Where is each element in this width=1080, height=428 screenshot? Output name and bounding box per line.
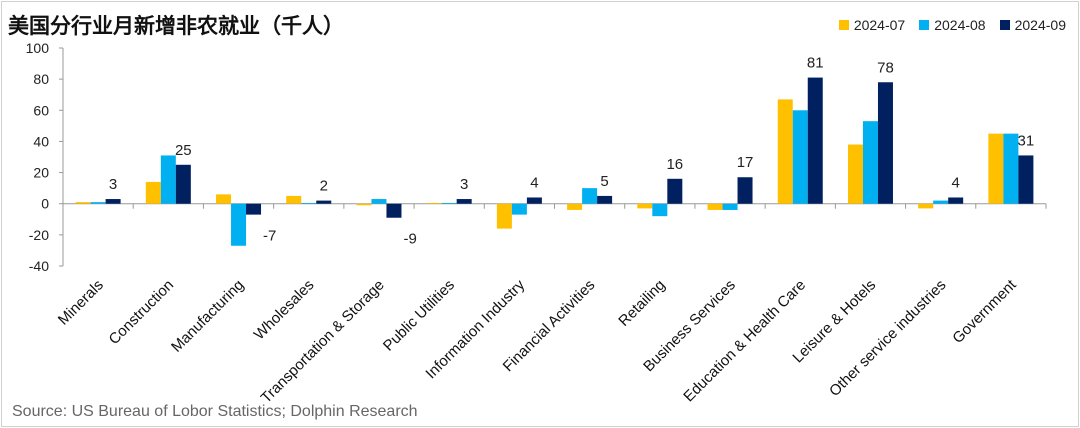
bar-2024-07 <box>286 195 302 204</box>
bar-2024-08 <box>652 203 668 217</box>
data-label: 3 <box>109 176 117 193</box>
bar-2024-07 <box>777 99 793 204</box>
bar-2024-07 <box>356 203 372 206</box>
bar-2024-09 <box>246 203 262 215</box>
bar-2024-09 <box>316 200 332 204</box>
data-label: 4 <box>530 174 538 191</box>
x-category-label: Government <box>949 276 1020 347</box>
bar-2024-08 <box>792 110 808 204</box>
bar-2024-08 <box>933 200 949 204</box>
bar-2024-09 <box>526 197 542 204</box>
bar-2024-09 <box>105 199 121 204</box>
x-category-label: Manufacturing <box>168 277 247 356</box>
bar-2024-08 <box>862 121 878 204</box>
bar-2024-08 <box>371 199 387 204</box>
bar-2024-07 <box>707 203 723 210</box>
data-label: -7 <box>263 228 276 245</box>
bar-2024-07 <box>918 203 934 209</box>
data-label: 5 <box>600 173 608 190</box>
bar-2024-09 <box>597 195 613 204</box>
legend-item: 2024-07 <box>838 17 906 33</box>
y-tick-label: -40 <box>29 258 49 274</box>
bar-2024-07 <box>426 202 442 204</box>
legend-swatch <box>919 20 930 30</box>
data-label: 17 <box>737 154 754 171</box>
data-label: 3 <box>460 176 468 193</box>
legend-swatch <box>999 20 1010 30</box>
y-tick-label: 60 <box>33 102 49 118</box>
bar-2024-09 <box>1018 155 1034 204</box>
x-category-label: Retailing <box>615 277 668 330</box>
x-category-label: Other service industries <box>826 277 949 400</box>
bar-2024-08 <box>301 202 317 204</box>
x-category-label: Education & Health Care <box>680 277 809 406</box>
y-tick-label: 20 <box>33 165 49 181</box>
bar-2024-09 <box>737 177 753 204</box>
bar-2024-09 <box>175 164 191 204</box>
source-note: Source: US Bureau of Lobor Statistics; D… <box>12 403 418 420</box>
bar-2024-09 <box>877 82 893 204</box>
bar-2024-07 <box>567 203 583 210</box>
bar-2024-09 <box>807 77 823 204</box>
bar-2024-07 <box>145 181 161 204</box>
legend-swatch <box>838 20 849 30</box>
legend-label: 2024-08 <box>934 17 986 33</box>
x-category-label: Construction <box>106 277 178 349</box>
data-label: 4 <box>952 174 960 191</box>
legend-item: 2024-08 <box>919 17 986 33</box>
bar-2024-07 <box>216 194 232 204</box>
y-tick-label: 80 <box>33 71 49 87</box>
bar-2024-07 <box>637 203 653 209</box>
y-tick-label: 100 <box>26 40 50 56</box>
y-tick-label: 0 <box>41 196 49 212</box>
data-label: 25 <box>175 142 192 159</box>
bar-2024-08 <box>231 203 247 246</box>
y-tick-label: 40 <box>33 133 49 149</box>
bar-2024-09 <box>948 197 964 204</box>
bar-2024-08 <box>1003 133 1019 204</box>
bar-2024-08 <box>582 188 598 204</box>
x-category-label: Public Utilities <box>380 277 458 355</box>
x-category-label: Wholesales <box>251 277 318 344</box>
data-label: 78 <box>877 59 894 76</box>
bar-2024-08 <box>441 202 457 204</box>
bar-2024-08 <box>722 203 738 210</box>
bar-2024-08 <box>90 202 106 204</box>
bar-2024-07 <box>988 133 1004 204</box>
data-label: 2 <box>320 178 328 195</box>
legend-label: 2024-07 <box>853 17 906 33</box>
x-category-label: Transportation & Storage <box>258 277 388 407</box>
bar-2024-08 <box>160 155 176 204</box>
y-tick-label: -20 <box>29 227 49 243</box>
bar-2024-07 <box>847 144 863 204</box>
chart-title: 美国分行业月新增非农就业（千人） <box>8 14 344 38</box>
legend-item: 2024-09 <box>999 17 1066 33</box>
data-label: 31 <box>1018 132 1035 149</box>
x-category-label: Minerals <box>55 277 107 329</box>
bar-2024-07 <box>496 203 512 229</box>
bar-2024-09 <box>667 178 683 204</box>
data-label: 16 <box>666 156 683 173</box>
bar-2024-09 <box>386 203 402 218</box>
bar-2024-09 <box>456 199 472 204</box>
data-label: 81 <box>807 55 824 72</box>
bar-2024-08 <box>511 203 527 215</box>
legend: 2024-07 2024-08 2024-09 <box>838 17 1066 33</box>
data-label: -9 <box>403 231 416 248</box>
bar-2024-07 <box>75 202 91 204</box>
legend-label: 2024-09 <box>1014 17 1066 33</box>
